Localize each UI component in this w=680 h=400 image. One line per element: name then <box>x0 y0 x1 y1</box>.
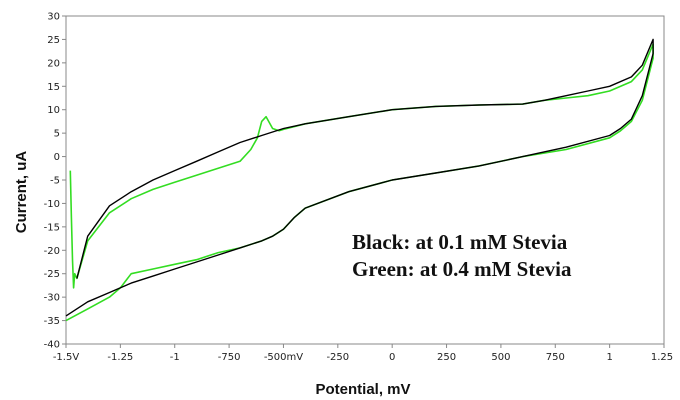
y-tick-label: 5 <box>54 129 60 140</box>
y-tick-label: 30 <box>47 12 60 23</box>
x-tick-label: -1.25 <box>107 352 133 363</box>
plot-frame <box>65 15 665 345</box>
y-tick-label: 10 <box>47 105 60 116</box>
y-tick-label: -15 <box>44 222 60 233</box>
y-tick-label: -40 <box>44 340 60 351</box>
y-axis-label: Current, uA <box>13 151 30 234</box>
x-tick-label: -500mV <box>264 352 303 363</box>
x-tick-label: 500 <box>491 352 510 363</box>
x-tick-label: -1 <box>170 352 180 363</box>
x-tick-label: -250 <box>326 352 349 363</box>
y-tick-label: -10 <box>44 199 60 210</box>
x-tick-label: 1 <box>606 352 612 363</box>
series-layer <box>65 38 654 322</box>
y-tick-label: -35 <box>44 316 60 327</box>
y-tick-label: 15 <box>47 82 60 93</box>
y-tick-label: -20 <box>44 246 60 257</box>
x-tick-label: 0 <box>389 352 395 363</box>
y-tick-label: -30 <box>44 293 60 304</box>
x-tick-label: 750 <box>546 352 565 363</box>
legend-note-green: Green: at 0.4 mM Stevia <box>352 257 572 281</box>
x-tick-label: -1.5V <box>53 352 80 363</box>
y-tick-label: 0 <box>54 152 60 163</box>
legend-note-black: Black: at 0.1 mM Stevia <box>352 230 568 254</box>
y-tick-label: -5 <box>50 176 60 187</box>
series-line-black <box>65 38 654 317</box>
y-tick-label: 25 <box>47 35 60 46</box>
y-tick-label: 20 <box>47 58 60 69</box>
x-tick-label: 1.25 <box>651 352 673 363</box>
x-tick-label: 250 <box>437 352 456 363</box>
axis-ticks: 302520151050-5-10-15-20-25-30-35-40-1.5V… <box>44 12 673 364</box>
x-tick-label: -750 <box>218 352 241 363</box>
y-tick-label: -25 <box>44 269 60 280</box>
x-axis-label: Potential, mV <box>315 381 410 398</box>
